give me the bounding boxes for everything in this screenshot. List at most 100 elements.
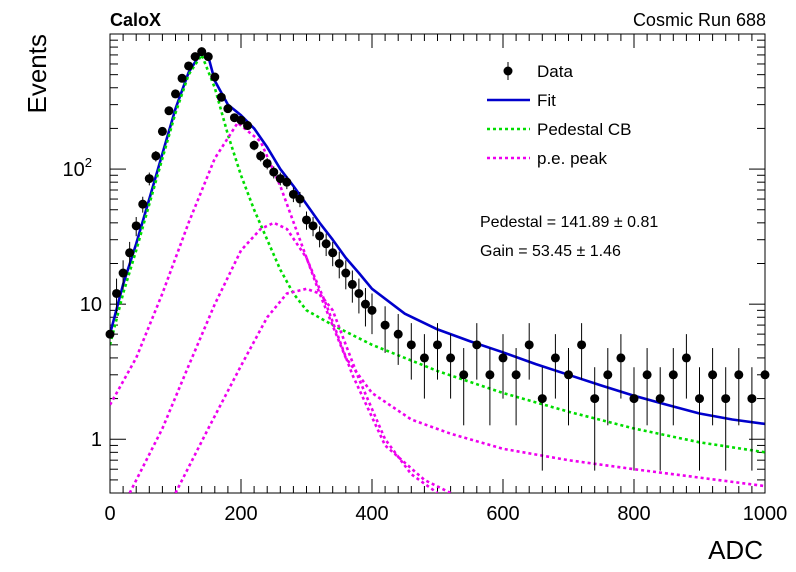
data-marker xyxy=(668,370,678,380)
data-point xyxy=(282,175,292,190)
data-point xyxy=(485,348,495,426)
data-marker xyxy=(629,394,639,404)
data-marker xyxy=(550,353,560,363)
data-marker xyxy=(223,104,233,114)
data-marker xyxy=(315,231,325,241)
data-marker xyxy=(144,174,154,184)
data-point xyxy=(315,226,325,248)
data-point xyxy=(256,150,266,162)
annotation-gain: Gain = 53.45 ± 1.46 xyxy=(480,243,621,260)
data-marker xyxy=(577,340,587,350)
x-tick-label: 400 xyxy=(355,503,388,525)
data-point xyxy=(216,92,226,102)
data-point xyxy=(334,251,344,279)
data-point xyxy=(642,348,652,426)
data-marker xyxy=(328,248,338,258)
data-marker xyxy=(282,177,292,187)
x-tick-label: 0 xyxy=(104,503,115,525)
data-point xyxy=(734,348,744,426)
data-marker xyxy=(236,115,246,125)
data-marker xyxy=(105,329,115,339)
data-point xyxy=(446,334,456,399)
data-marker xyxy=(118,268,128,278)
x-axis-label: ADC xyxy=(708,535,763,565)
data-point xyxy=(249,140,259,151)
data-point xyxy=(236,115,246,125)
data-marker xyxy=(334,259,344,268)
data-marker xyxy=(537,394,547,404)
data-point xyxy=(760,348,770,426)
series-curve-p-e-peak-3 xyxy=(128,221,452,493)
data-point xyxy=(708,348,718,426)
data-marker xyxy=(393,329,403,339)
data-marker xyxy=(642,370,652,380)
data-point xyxy=(341,260,351,290)
x-tick-label: 200 xyxy=(224,503,257,525)
data-marker xyxy=(210,72,220,82)
data-marker xyxy=(433,340,442,350)
data-marker xyxy=(459,370,469,380)
x-axis: 0 200 400 600 800 1000 xyxy=(104,34,787,525)
series-curve-pedestal-cb-1 xyxy=(110,53,765,454)
annotation-pedestal: Pedestal = 141.89 ± 0.81 xyxy=(480,214,658,231)
series-layer xyxy=(110,50,765,493)
data-point xyxy=(616,334,626,399)
data-point xyxy=(157,126,167,136)
data-marker xyxy=(151,151,161,161)
data-marker xyxy=(695,394,704,404)
header-right-title: Cosmic Run 688 xyxy=(633,10,766,30)
data-point xyxy=(537,367,547,471)
data-marker xyxy=(603,370,613,380)
data-point xyxy=(406,323,416,380)
data-marker xyxy=(321,239,331,249)
data-marker xyxy=(216,92,226,102)
data-marker xyxy=(760,370,770,380)
data-marker xyxy=(302,215,311,225)
data-point xyxy=(564,348,573,426)
legend-label: p.e. peak xyxy=(537,149,607,168)
data-marker xyxy=(380,320,390,330)
data-point xyxy=(125,241,135,267)
data-point xyxy=(118,260,128,290)
data-marker xyxy=(708,370,718,380)
data-point xyxy=(151,150,161,162)
data-marker xyxy=(616,353,626,363)
data-marker xyxy=(564,370,573,380)
data-marker xyxy=(262,158,272,168)
data-marker xyxy=(288,189,298,199)
data-point xyxy=(308,217,318,237)
data-point xyxy=(419,334,429,399)
data-marker xyxy=(177,73,187,83)
data-point xyxy=(393,314,403,365)
legend-marker xyxy=(503,66,513,76)
data-point xyxy=(164,106,174,116)
data-point xyxy=(629,367,639,471)
data-marker xyxy=(354,288,364,298)
y-tick-label: 10 xyxy=(80,294,102,316)
data-marker xyxy=(295,194,305,204)
data-marker xyxy=(125,248,135,258)
data-point xyxy=(138,196,148,213)
data-point xyxy=(347,270,357,303)
data-point xyxy=(459,348,469,426)
y-tick-label: 102 xyxy=(63,155,92,181)
data-marker xyxy=(681,353,691,363)
data-marker xyxy=(131,221,141,231)
data-marker xyxy=(256,151,266,161)
series-curve-p-e-peak-2 xyxy=(110,121,765,488)
data-marker xyxy=(341,268,351,278)
data-point xyxy=(190,52,200,62)
data-marker xyxy=(184,61,194,71)
data-marker xyxy=(171,89,180,99)
data-point xyxy=(603,348,613,426)
data-marker xyxy=(721,394,731,404)
data-marker xyxy=(511,370,521,380)
data-marker xyxy=(524,340,534,350)
data-marker xyxy=(203,52,213,62)
legend-entry: Pedestal CB xyxy=(487,120,632,139)
data-point xyxy=(105,314,115,365)
data-marker xyxy=(498,353,508,363)
data-point xyxy=(177,73,187,83)
legend-label: Fit xyxy=(537,91,556,110)
